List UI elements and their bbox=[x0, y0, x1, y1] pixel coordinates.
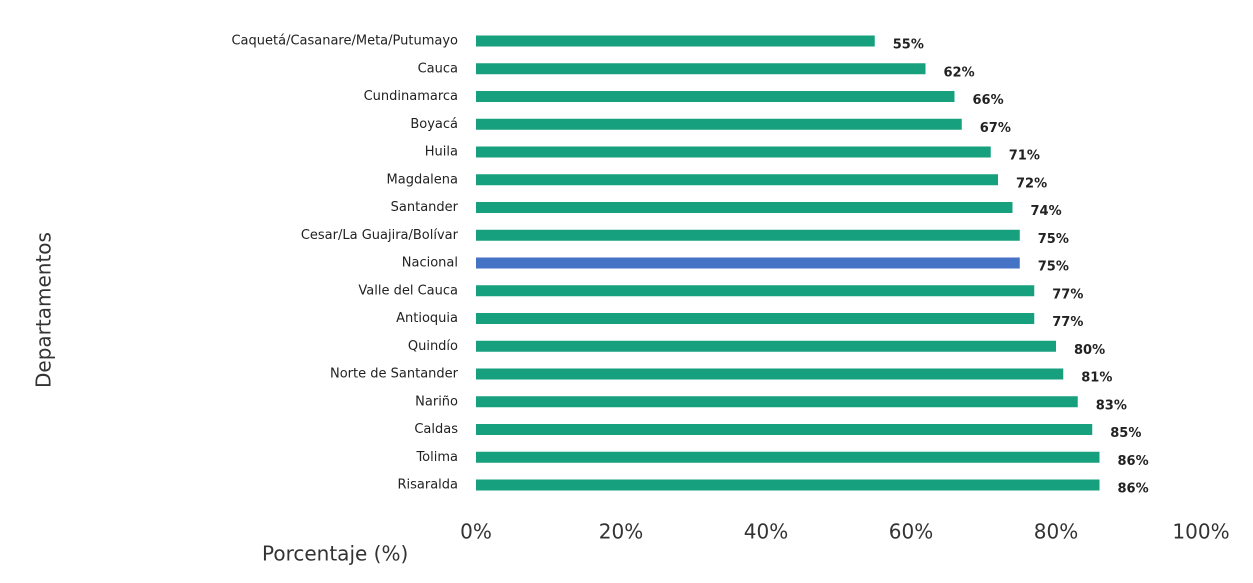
value-label: 80% bbox=[1074, 343, 1105, 358]
bar bbox=[476, 451, 1100, 463]
bar bbox=[476, 174, 998, 186]
value-label: 81% bbox=[1081, 371, 1112, 386]
value-label: 75% bbox=[1038, 232, 1069, 247]
y-tick-label: Huila bbox=[425, 145, 458, 160]
x-tick-label: 100% bbox=[1172, 520, 1229, 544]
bar bbox=[476, 63, 926, 75]
y-tick-label: Magdalena bbox=[387, 172, 458, 187]
x-tick-label: 80% bbox=[1034, 520, 1078, 544]
y-tick-label: Quindío bbox=[408, 339, 458, 354]
y-tick-label: Santander bbox=[391, 200, 459, 215]
y-tick-label: Cesar/La Guajira/Bolívar bbox=[301, 228, 459, 243]
value-label: 86% bbox=[1118, 482, 1149, 497]
bar bbox=[476, 368, 1064, 380]
value-label: 55% bbox=[893, 38, 924, 53]
bar bbox=[476, 146, 991, 158]
value-label: 77% bbox=[1052, 287, 1083, 302]
bar bbox=[476, 479, 1100, 491]
value-label: 67% bbox=[980, 121, 1011, 136]
value-label: 86% bbox=[1118, 454, 1149, 469]
bar bbox=[476, 118, 962, 130]
y-tick-label: Nariño bbox=[415, 394, 458, 409]
y-tick-label: Cundinamarca bbox=[364, 89, 458, 104]
x-axis-title: Porcentaje (%) bbox=[262, 542, 408, 566]
bar bbox=[476, 91, 955, 102]
bar bbox=[476, 396, 1078, 408]
x-tick-label: 0% bbox=[460, 520, 492, 544]
x-tick-label: 60% bbox=[889, 520, 933, 544]
bar bbox=[476, 313, 1035, 324]
y-tick-label: Valle del Cauca bbox=[358, 283, 458, 298]
bar bbox=[476, 285, 1035, 297]
bar bbox=[476, 340, 1056, 352]
value-label: 62% bbox=[944, 65, 975, 80]
bar bbox=[476, 424, 1093, 435]
y-tick-label: Caldas bbox=[414, 422, 458, 437]
value-label: 85% bbox=[1110, 426, 1141, 441]
bar bbox=[476, 202, 1013, 213]
bar bbox=[476, 229, 1020, 241]
bar bbox=[476, 35, 875, 47]
y-tick-label: Caquetá/Casanare/Meta/Putumayo bbox=[231, 34, 458, 49]
y-tick-label: Risaralda bbox=[397, 478, 458, 493]
value-label: 77% bbox=[1052, 315, 1083, 330]
value-label: 72% bbox=[1016, 176, 1047, 191]
y-tick-label: Norte de Santander bbox=[330, 367, 459, 382]
value-label: 71% bbox=[1009, 149, 1040, 164]
x-tick-label: 40% bbox=[744, 520, 788, 544]
value-label: 66% bbox=[973, 93, 1004, 108]
value-label: 75% bbox=[1038, 260, 1069, 275]
y-tick-label: Boyacá bbox=[410, 117, 458, 132]
y-tick-label: Cauca bbox=[418, 61, 458, 76]
bar bbox=[476, 257, 1020, 269]
y-tick-label: Antioquia bbox=[396, 311, 458, 326]
y-tick-label: Nacional bbox=[402, 256, 458, 271]
x-tick-label: 20% bbox=[599, 520, 643, 544]
y-tick-label: Tolima bbox=[415, 450, 458, 465]
y-axis-title: Departamentos bbox=[32, 232, 56, 388]
value-label: 74% bbox=[1031, 204, 1062, 219]
value-label: 83% bbox=[1096, 398, 1127, 413]
